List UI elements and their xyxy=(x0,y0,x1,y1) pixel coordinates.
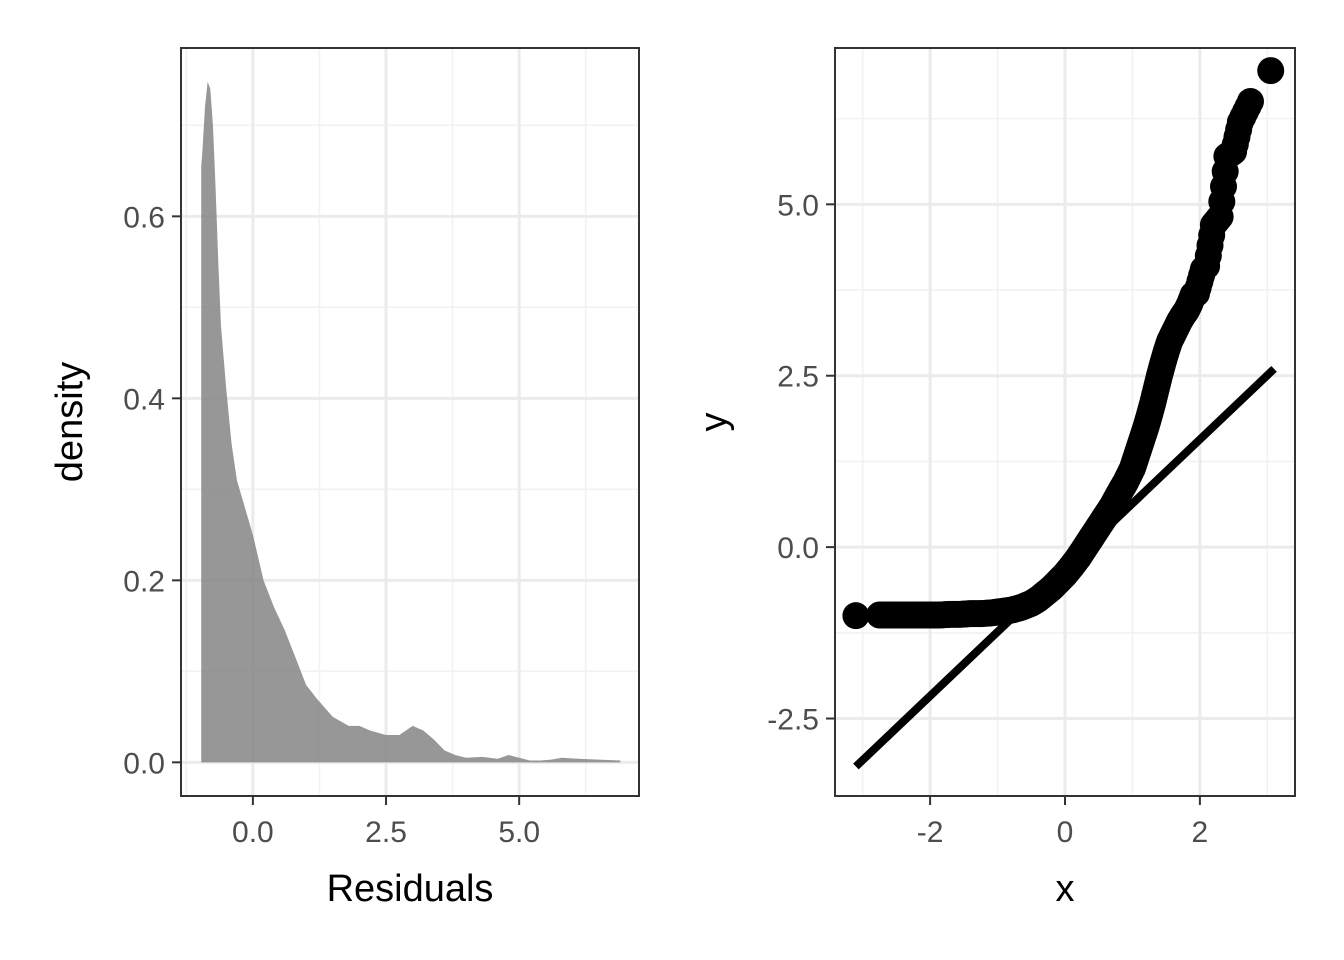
qq-plot: -2 0 2 -2.5 0.0 2.5 5.0 x y xyxy=(693,47,1296,910)
x-tick-label: -2 xyxy=(917,816,944,849)
y-tick-label: 0.0 xyxy=(777,532,819,565)
y-axis-title: y xyxy=(693,413,735,432)
x-tick-label: 2 xyxy=(1192,816,1209,849)
y-axis-title: density xyxy=(49,362,91,482)
reference-line xyxy=(853,365,1277,770)
y-tick-label: 0.4 xyxy=(123,383,165,416)
x-axis-title: x xyxy=(1056,868,1075,910)
x-tick-label: 2.5 xyxy=(365,816,407,849)
density-plot: 0.0 2.5 5.0 0.0 0.2 0.4 0.6 Residuals density xyxy=(49,47,640,910)
data-point xyxy=(842,602,870,630)
panel-border xyxy=(180,47,640,797)
y-tick-label: 2.5 xyxy=(777,361,819,394)
x-tick-label: 0.0 xyxy=(232,816,274,849)
data-point xyxy=(1234,93,1262,121)
y-tick-label: 0.0 xyxy=(123,747,165,780)
x-tick-label: 5.0 xyxy=(498,816,540,849)
x-tick-label: 0 xyxy=(1057,816,1074,849)
y-tick-label: 0.6 xyxy=(123,201,165,234)
density-area xyxy=(201,81,621,763)
y-tick-label: 0.2 xyxy=(123,565,165,598)
x-axis-title: Residuals xyxy=(327,868,494,910)
y-tick-label: 5.0 xyxy=(777,189,819,222)
y-tick-label: -2.5 xyxy=(767,704,819,737)
data-point xyxy=(1257,57,1285,85)
